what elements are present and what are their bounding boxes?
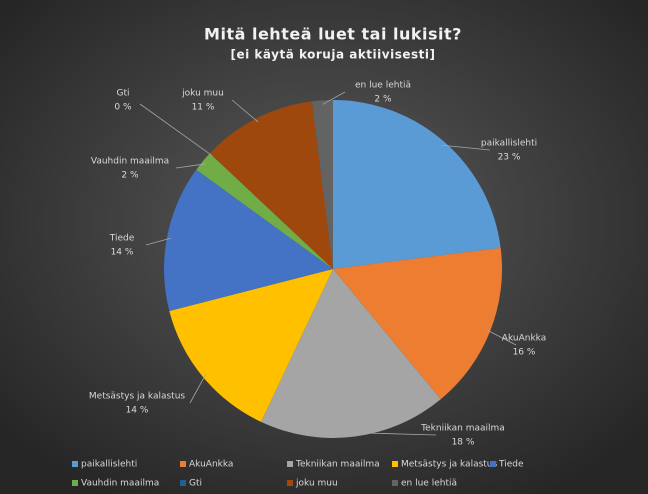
legend-swatch bbox=[392, 461, 398, 467]
chart-title: Mitä lehteä luet tai lukisit? bbox=[204, 25, 462, 44]
data-label-value: 11 % bbox=[192, 103, 215, 113]
legend-swatch bbox=[287, 461, 293, 467]
legend-label: AkuAnkka bbox=[189, 460, 233, 470]
leader-line bbox=[231, 99, 259, 123]
legend-swatch bbox=[287, 480, 293, 486]
pie-slice bbox=[333, 247, 503, 400]
data-label-value: 2 % bbox=[121, 171, 139, 181]
data-label-value: 0 % bbox=[114, 103, 132, 113]
data-label-name: en lue lehtiä bbox=[355, 81, 411, 91]
legend-swatch bbox=[392, 480, 398, 486]
leader-line bbox=[442, 144, 491, 151]
pie-slice bbox=[196, 153, 333, 269]
data-label-name: Tiede bbox=[109, 234, 135, 244]
pie-slice bbox=[163, 169, 333, 312]
legend-label: Vauhdin maailma bbox=[81, 479, 159, 489]
data-label-name: Metsästys ja kalastus bbox=[89, 392, 186, 402]
data-label-value: 16 % bbox=[513, 348, 536, 358]
legend-swatch bbox=[72, 480, 78, 486]
legend-label: Metsästys ja kalastus bbox=[401, 460, 498, 470]
legend-label: joku muu bbox=[295, 479, 338, 489]
leader-line bbox=[145, 237, 172, 246]
legend-label: en lue lehtiä bbox=[401, 479, 457, 489]
legend-swatch bbox=[180, 480, 186, 486]
chart-subtitle: [ei käytä koruja aktiivisesti] bbox=[231, 48, 436, 62]
legend-swatch bbox=[180, 461, 186, 467]
legend-label: Tiede bbox=[498, 460, 524, 470]
data-label-value: 18 % bbox=[452, 438, 475, 448]
leader-line bbox=[139, 103, 213, 157]
data-label-name: Gti bbox=[116, 89, 129, 99]
data-label-name: Vauhdin maailma bbox=[91, 157, 169, 167]
pie-slice bbox=[209, 101, 333, 270]
legend-label: paikallislehti bbox=[81, 460, 137, 470]
data-label-value: 23 % bbox=[498, 153, 521, 163]
data-label-name: AkuAnkka bbox=[502, 334, 546, 344]
data-label-name: joku muu bbox=[181, 89, 224, 99]
data-label-name: Tekniikan maailma bbox=[420, 424, 505, 434]
leader-line bbox=[486, 329, 517, 346]
legend-label: Tekniikan maailma bbox=[295, 460, 380, 470]
pie-slice bbox=[169, 269, 333, 422]
leader-line bbox=[322, 91, 346, 105]
data-label-name: paikallislehti bbox=[481, 139, 537, 149]
leader-line bbox=[189, 373, 207, 404]
legend-label: Gti bbox=[189, 479, 202, 489]
pie-slice bbox=[311, 100, 333, 269]
leader-line bbox=[353, 432, 437, 436]
legend-swatch bbox=[72, 461, 78, 467]
leader-line bbox=[175, 163, 206, 169]
pie-slice bbox=[261, 269, 441, 439]
legend-swatch bbox=[490, 461, 496, 467]
data-label-value: 2 % bbox=[374, 95, 392, 105]
data-label-value: 14 % bbox=[126, 406, 149, 416]
pie-slice bbox=[333, 100, 501, 269]
data-label-value: 14 % bbox=[111, 248, 134, 258]
